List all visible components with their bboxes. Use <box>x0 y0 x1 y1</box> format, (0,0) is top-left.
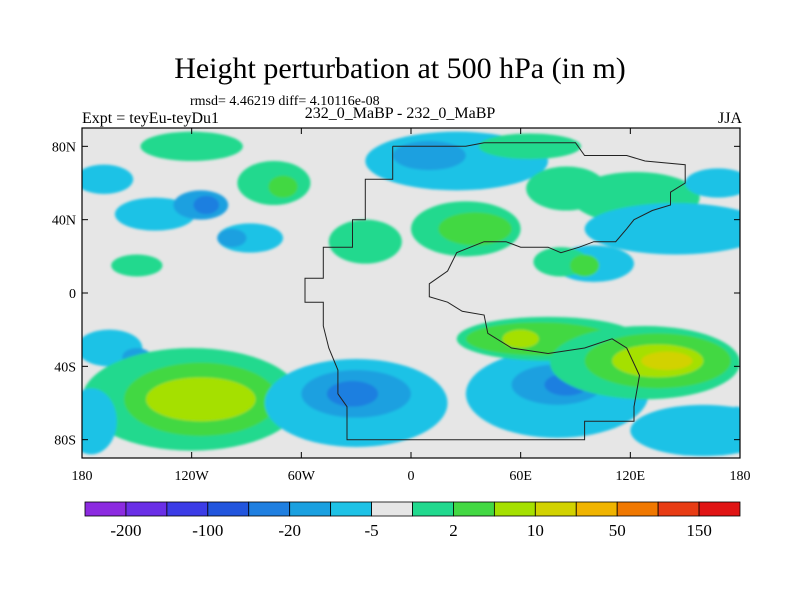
contour-region <box>217 228 247 248</box>
colorbar-swatch <box>289 501 332 517</box>
contour-region <box>630 404 740 457</box>
colorbar-swatch <box>616 501 659 517</box>
x-tick-label: 120W <box>175 469 210 484</box>
x-tick-label: 120E <box>616 469 646 484</box>
colorbar-label: 10 <box>527 521 544 540</box>
colorbar-swatch <box>493 501 536 517</box>
x-tick-label: 0 <box>408 469 415 484</box>
contour-region <box>584 203 740 255</box>
colorbar-label: -5 <box>364 521 378 540</box>
x-tick-label: 60W <box>288 469 316 484</box>
contour-region <box>111 254 163 277</box>
contour-region <box>502 329 539 349</box>
contour-region <box>328 219 402 264</box>
colorbar-label: 50 <box>609 521 626 540</box>
y-tick-label: 40S <box>54 360 76 375</box>
y-tick-label: 80N <box>52 140 76 155</box>
chart-title: Height perturbation at 500 hPa (in m) <box>174 52 626 85</box>
experiment-label: Expt = teyEu-teyDu1 <box>82 110 219 127</box>
contour-region <box>392 140 466 171</box>
colorbar-label: -100 <box>192 521 223 540</box>
contour-region <box>641 351 693 371</box>
y-tick-label: 80S <box>54 434 76 449</box>
colorbar-swatch <box>166 501 209 517</box>
contour-region <box>145 377 256 422</box>
colorbar-swatch <box>657 501 700 517</box>
colorbar-label: 150 <box>686 521 712 540</box>
stats-label: rmsd= 4.46219 diff= 4.10116e-08 <box>190 94 380 109</box>
colorbar-swatch <box>698 501 741 517</box>
continent-outline <box>304 142 686 441</box>
y-tick-label: 40N <box>52 214 76 229</box>
colorbar-swatch <box>248 501 291 517</box>
contour-region <box>82 388 117 455</box>
colorbar-label: 2 <box>449 521 458 540</box>
colorbar: -200 -100 -20 -5 2 10 50 150 <box>84 501 741 540</box>
contour-region <box>438 212 512 246</box>
contour-region <box>326 381 379 407</box>
comparison-label: 232_0_MaBP - 232_0_MaBP <box>304 105 496 122</box>
colorbar-label: -200 <box>110 521 141 540</box>
axes: 180 120W 60W 0 60E 120E 180 80N 40N 0 40S 80S <box>52 128 751 484</box>
colorbar-swatch <box>125 501 168 517</box>
colorbar-swatch <box>412 501 454 517</box>
colorbar-swatch <box>371 501 413 517</box>
contour-region <box>685 168 740 198</box>
contour-region <box>721 406 740 444</box>
land-outline <box>304 142 686 441</box>
contour-region <box>140 131 243 161</box>
colorbar-swatch <box>453 501 495 517</box>
season-label: JJA <box>717 110 742 127</box>
y-tick-label: 0 <box>69 287 76 302</box>
colorbar-swatch <box>84 501 127 517</box>
contour-fields <box>82 131 740 457</box>
x-tick-label: 60E <box>509 469 532 484</box>
colorbar-swatch <box>330 501 372 517</box>
contour-region <box>268 175 298 198</box>
contour-region <box>82 164 134 194</box>
x-tick-label: 180 <box>730 469 751 484</box>
contour-region <box>570 254 600 277</box>
colorbar-label: -20 <box>278 521 301 540</box>
colorbar-swatch <box>207 501 250 517</box>
colorbar-swatch <box>534 501 577 517</box>
colorbar-swatch <box>575 501 618 517</box>
contour-region <box>478 133 581 160</box>
contour-region <box>193 195 220 215</box>
x-tick-label: 180 <box>72 469 93 484</box>
